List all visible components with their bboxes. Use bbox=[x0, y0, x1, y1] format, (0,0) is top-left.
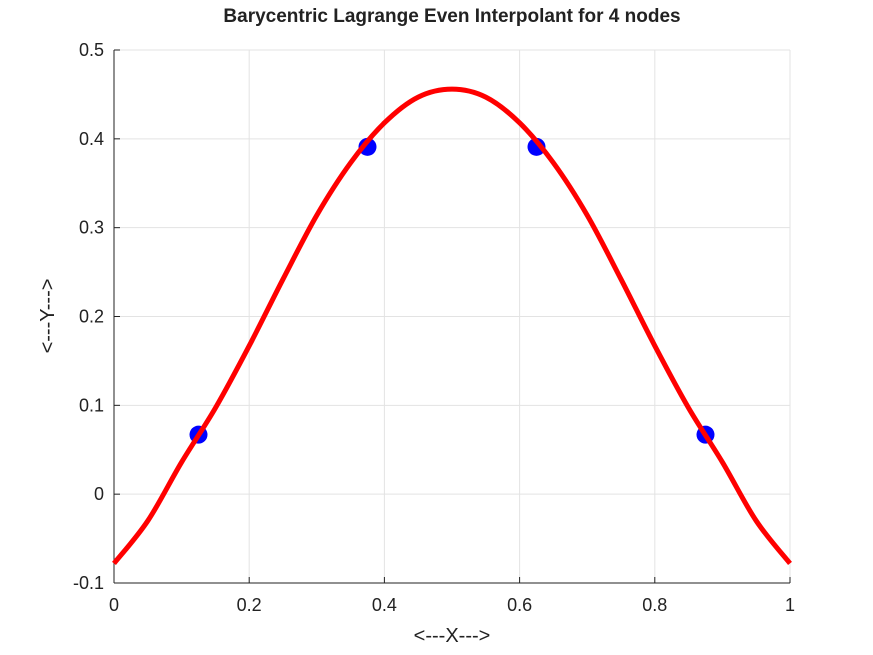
y-tick-label: -0.1 bbox=[73, 573, 104, 593]
x-tick-label: 0 bbox=[109, 595, 119, 615]
x-tick-label: 0.2 bbox=[237, 595, 262, 615]
chart-title: Barycentric Lagrange Even Interpolant fo… bbox=[223, 6, 680, 27]
y-tick-label: 0.1 bbox=[79, 395, 104, 415]
y-tick-label: 0 bbox=[94, 484, 104, 504]
y-tick-label: 0.3 bbox=[79, 218, 104, 238]
curve bbox=[112, 86, 792, 566]
y-tick-label: 0.2 bbox=[79, 307, 104, 327]
x-tick-label: 0.4 bbox=[372, 595, 397, 615]
x-tick-label: 0.6 bbox=[507, 595, 532, 615]
y-tick-label: 0.4 bbox=[79, 129, 104, 149]
x-tick-label: 1 bbox=[785, 595, 795, 615]
x-tick-label: 0.8 bbox=[642, 595, 667, 615]
y-axis-label: <---Y---> bbox=[37, 279, 59, 354]
y-tick-label: 0.5 bbox=[79, 40, 104, 60]
node-marker bbox=[358, 137, 377, 156]
node-marker bbox=[527, 137, 546, 156]
x-axis-label: <---X---> bbox=[414, 625, 491, 647]
